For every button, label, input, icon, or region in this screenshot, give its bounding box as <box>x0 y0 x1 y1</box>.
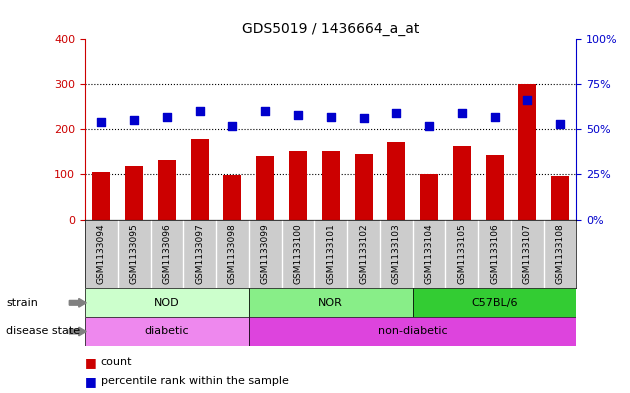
Point <box>96 119 106 125</box>
Text: ■: ■ <box>85 356 97 369</box>
Bar <box>93 172 110 220</box>
Point <box>457 110 467 116</box>
Text: percentile rank within the sample: percentile rank within the sample <box>101 376 289 386</box>
Bar <box>249 317 576 346</box>
Bar <box>158 160 176 220</box>
Title: GDS5019 / 1436664_a_at: GDS5019 / 1436664_a_at <box>242 22 420 37</box>
Point <box>129 117 139 123</box>
Point <box>424 123 434 129</box>
Text: GSM1133099: GSM1133099 <box>261 223 270 284</box>
Text: ■: ■ <box>85 375 97 388</box>
Bar <box>289 151 307 220</box>
Point <box>490 114 500 120</box>
Text: GSM1133097: GSM1133097 <box>195 223 204 284</box>
Bar <box>85 288 249 317</box>
Text: strain: strain <box>6 298 38 308</box>
Point <box>391 110 401 116</box>
Bar <box>486 155 503 220</box>
Text: GSM1133105: GSM1133105 <box>457 223 466 284</box>
Point <box>227 123 238 129</box>
Bar <box>453 146 471 220</box>
Text: count: count <box>101 357 132 367</box>
Text: GSM1133103: GSM1133103 <box>392 223 401 284</box>
Text: GSM1133094: GSM1133094 <box>97 223 106 284</box>
Text: GSM1133106: GSM1133106 <box>490 223 499 284</box>
Point <box>260 108 270 114</box>
Text: non-diabetic: non-diabetic <box>378 327 447 336</box>
Bar <box>256 156 274 220</box>
Point <box>293 112 303 118</box>
Text: C57BL/6: C57BL/6 <box>471 298 518 308</box>
Point <box>555 121 565 127</box>
Text: GSM1133101: GSM1133101 <box>326 223 335 284</box>
Text: NOR: NOR <box>318 298 343 308</box>
Text: GSM1133104: GSM1133104 <box>425 223 433 284</box>
Point <box>195 108 205 114</box>
Bar <box>420 174 438 220</box>
Bar <box>518 84 536 220</box>
Bar <box>387 142 405 220</box>
Bar <box>85 317 249 346</box>
Bar <box>125 166 143 220</box>
Bar <box>322 151 340 220</box>
Text: NOD: NOD <box>154 298 180 308</box>
Bar <box>224 175 241 220</box>
Text: GSM1133107: GSM1133107 <box>523 223 532 284</box>
Text: GSM1133098: GSM1133098 <box>228 223 237 284</box>
Bar <box>191 139 209 220</box>
Bar <box>249 288 413 317</box>
Bar <box>413 288 576 317</box>
Bar <box>355 154 372 220</box>
Text: GSM1133100: GSM1133100 <box>294 223 302 284</box>
Text: GSM1133102: GSM1133102 <box>359 223 368 284</box>
Text: diabetic: diabetic <box>145 327 189 336</box>
Point <box>326 114 336 120</box>
Bar <box>551 176 569 220</box>
Point <box>358 115 369 121</box>
Text: GSM1133108: GSM1133108 <box>556 223 564 284</box>
Text: GSM1133095: GSM1133095 <box>130 223 139 284</box>
Point <box>162 114 172 120</box>
Text: GSM1133096: GSM1133096 <box>163 223 171 284</box>
Point <box>522 97 532 103</box>
Text: disease state: disease state <box>6 327 81 336</box>
